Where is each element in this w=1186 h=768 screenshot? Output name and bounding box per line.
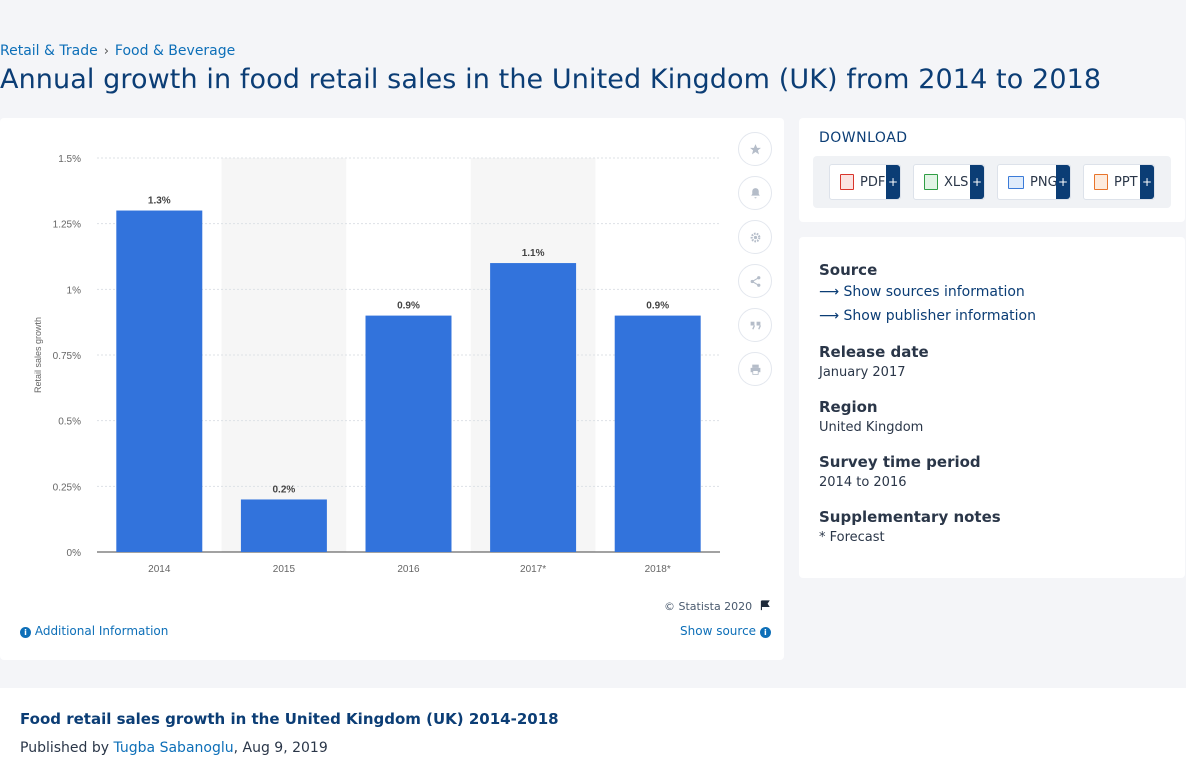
download-title: DOWNLOAD	[819, 130, 908, 146]
copyright-notice: © Statista 2020	[664, 600, 772, 613]
author-link[interactable]: Tugba Sabanoglu	[113, 740, 234, 756]
show-publisher-label: Show publisher information	[843, 308, 1036, 324]
show-sources-label: Show sources information	[843, 284, 1025, 300]
download-ppt-label: PPT	[1114, 174, 1138, 190]
data-label: 0.9%	[646, 301, 669, 312]
breadcrumb: Retail & Trade › Food & Beverage	[0, 43, 235, 59]
x-tick-label: 2017*	[520, 564, 546, 575]
bar	[490, 263, 577, 552]
print-icon[interactable]	[738, 352, 772, 386]
star-icon[interactable]	[738, 132, 772, 166]
breadcrumb-food-beverage[interactable]: Food & Beverage	[114, 43, 236, 59]
page-title: Annual growth in food retail sales in th…	[0, 64, 1102, 95]
bar	[116, 210, 203, 552]
x-tick-label: 2014	[148, 564, 171, 575]
y-tick-label: 1%	[67, 285, 82, 296]
publish-date: , Aug 9, 2019	[233, 740, 328, 756]
arrow-right-icon: ⟶	[819, 308, 840, 324]
arrow-right-icon: ⟶	[819, 284, 840, 300]
release-date-value: January 2017	[819, 365, 906, 380]
additional-info-label: Additional Information	[34, 624, 169, 638]
add-pdf-icon[interactable]: +	[886, 165, 900, 199]
x-tick-label: 2016	[397, 564, 420, 575]
statistic-details-card: Source ⟶ Show sources information ⟶ Show…	[799, 237, 1185, 578]
quote-icon[interactable]	[738, 308, 772, 342]
bar-chart: 0% 0.25% 0.5% 0.75% 1% 1.25% 1.5% Retail sales …	[33, 154, 720, 575]
info-icon: i	[759, 627, 771, 638]
download-png-button[interactable]: PNG +	[997, 164, 1071, 200]
data-label: 1.3%	[148, 196, 171, 207]
y-axis-label: Retail sales growth	[33, 317, 43, 393]
region-value: United Kingdom	[819, 420, 924, 435]
png-file-icon	[1008, 175, 1024, 189]
download-xls-label: XLS	[944, 174, 969, 190]
breadcrumb-retail-trade[interactable]: Retail & Trade	[0, 43, 98, 59]
data-label: 1.1%	[522, 248, 545, 259]
info-icon: i	[20, 627, 31, 638]
survey-period-value: 2014 to 2016	[819, 475, 907, 490]
show-publisher-link[interactable]: ⟶ Show publisher information	[819, 308, 1036, 324]
data-label: 0.2%	[273, 484, 296, 495]
add-png-icon[interactable]: +	[1056, 165, 1070, 199]
gear-icon[interactable]	[738, 220, 772, 254]
top-bar	[0, 0, 1186, 40]
supplementary-notes-heading: Supplementary notes	[819, 508, 1001, 526]
source-heading: Source	[819, 261, 878, 279]
release-date-heading: Release date	[819, 343, 929, 361]
pdf-file-icon	[840, 174, 854, 190]
y-tick-label: 0%	[67, 548, 82, 559]
download-buttons: PDF + XLS + PNG + PPT +	[813, 156, 1171, 208]
show-source-link[interactable]: Show source i	[680, 624, 771, 638]
xls-file-icon	[924, 174, 938, 190]
copyright-text: © Statista 2020	[664, 600, 753, 613]
share-icon[interactable]	[738, 264, 772, 298]
x-tick-label: 2015	[273, 564, 296, 575]
y-tick-label: 0.75%	[53, 351, 81, 362]
supplementary-notes-value: * Forecast	[819, 530, 885, 545]
region-heading: Region	[819, 398, 878, 416]
download-png-label: PNG	[1030, 174, 1058, 190]
breadcrumb-separator: ›	[103, 44, 109, 59]
published-by: Published by Tugba Sabanoglu, Aug 9, 201…	[20, 740, 328, 756]
show-sources-link[interactable]: ⟶ Show sources information	[819, 284, 1025, 300]
survey-period-heading: Survey time period	[819, 453, 981, 471]
y-tick-label: 1.25%	[53, 220, 81, 231]
published-prefix: Published by	[20, 740, 110, 756]
chart-toolbar	[738, 132, 772, 396]
download-pdf-button[interactable]: PDF +	[829, 164, 901, 200]
add-xls-icon[interactable]: +	[970, 165, 984, 199]
flag-icon[interactable]	[760, 600, 772, 611]
bell-icon[interactable]	[738, 176, 772, 210]
ppt-file-icon	[1094, 174, 1108, 190]
publication-title: Food retail sales growth in the United K…	[20, 710, 559, 728]
y-tick-label: 0.25%	[53, 482, 81, 493]
bar	[240, 499, 327, 552]
show-source-label: Show source	[680, 624, 757, 638]
publication-card: Food retail sales growth in the United K…	[0, 688, 1186, 768]
bar	[365, 315, 452, 552]
download-pdf-label: PDF	[860, 174, 886, 190]
chart-card: 0% 0.25% 0.5% 0.75% 1% 1.25% 1.5% Retail sales …	[0, 118, 784, 660]
y-tick-label: 0.5%	[58, 417, 81, 428]
x-tick-label: 2018*	[645, 564, 671, 575]
bar	[614, 315, 701, 552]
download-ppt-button[interactable]: PPT +	[1083, 164, 1155, 200]
y-tick-label: 1.5%	[58, 154, 81, 165]
additional-info-link[interactable]: i Additional Information	[20, 624, 168, 638]
add-ppt-icon[interactable]: +	[1140, 165, 1154, 199]
download-xls-button[interactable]: XLS +	[913, 164, 985, 200]
data-label: 0.9%	[397, 301, 420, 312]
download-card: DOWNLOAD PDF + XLS + PNG + PPT +	[799, 118, 1185, 222]
